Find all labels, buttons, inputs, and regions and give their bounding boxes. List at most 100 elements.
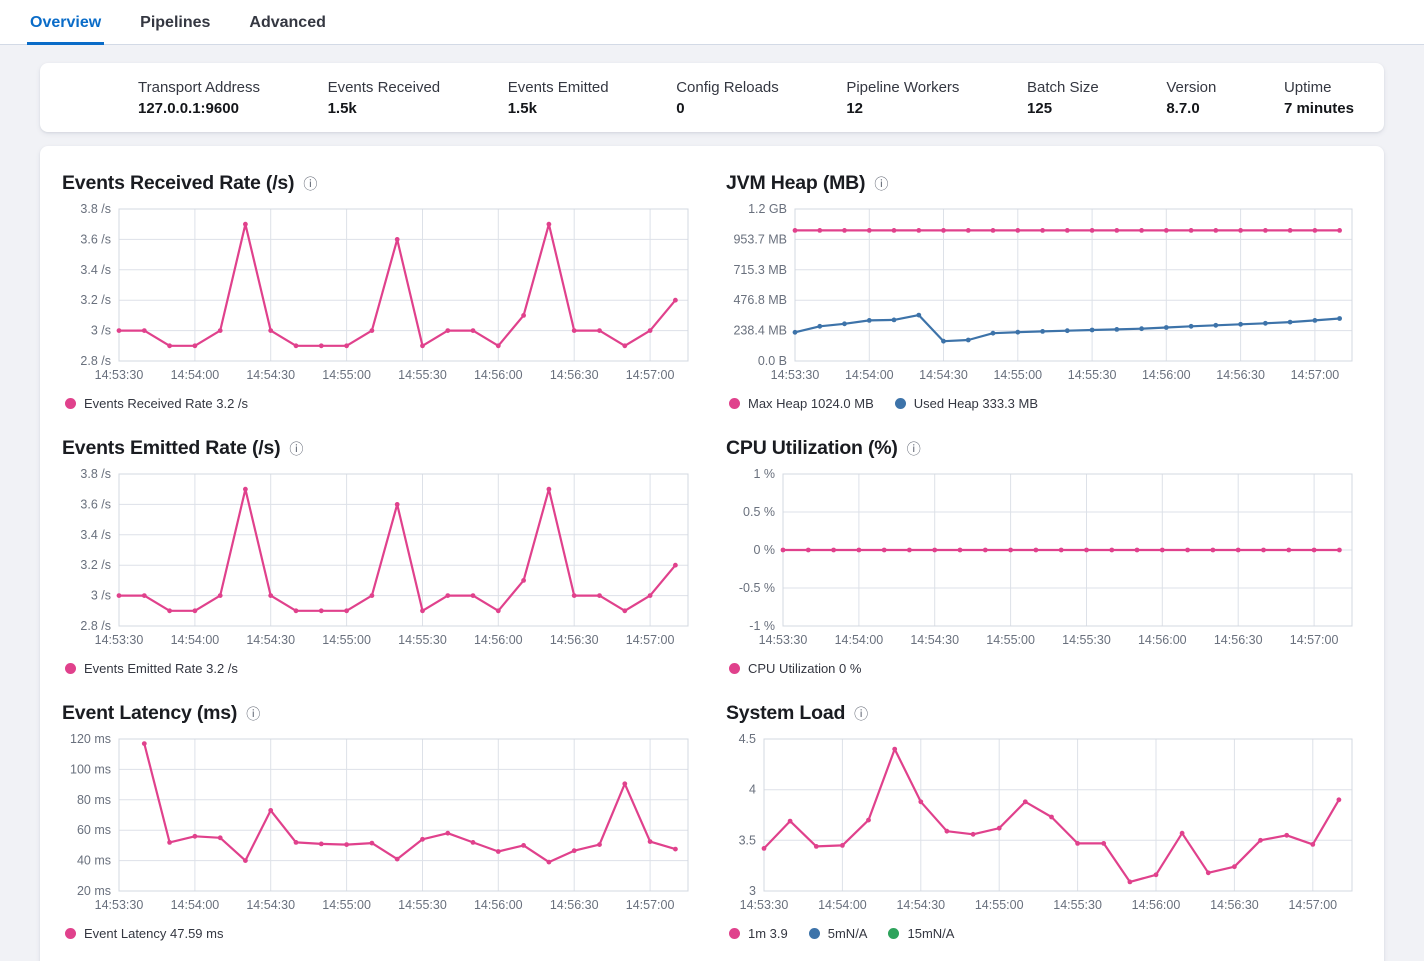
data-point bbox=[866, 228, 872, 233]
data-point bbox=[780, 547, 786, 553]
legend-item[interactable]: Used Heap 333.3 MB bbox=[894, 396, 1038, 411]
legend-item[interactable]: 1m 3.9 bbox=[729, 926, 788, 941]
data-point bbox=[217, 835, 223, 841]
plot-border bbox=[118, 738, 689, 892]
chart-canvas-cpu-utilization[interactable]: 1 % 0.5 % 0 % -0.5 % -1 %14:53:30 14:54:00 14:… bbox=[726, 468, 1362, 656]
data-point bbox=[965, 228, 971, 233]
data-point bbox=[1127, 879, 1133, 885]
legend-item[interactable]: CPU Utilization 0 % bbox=[729, 661, 861, 676]
data-point bbox=[1188, 228, 1194, 233]
x-tick-label: 14:54:30 bbox=[246, 368, 295, 382]
legend-row: Events Received Rate 3.2 /s bbox=[62, 396, 698, 411]
data-point bbox=[192, 343, 198, 349]
data-point bbox=[167, 840, 172, 845]
x-tick-label: 14:54:30 bbox=[896, 898, 945, 912]
y-tick-label: 0.0 B bbox=[758, 354, 787, 368]
info-icon[interactable]: ⓘ bbox=[289, 440, 304, 457]
info-icon[interactable]: ⓘ bbox=[874, 175, 889, 192]
chart-title-row: System Load ⓘ bbox=[726, 702, 1362, 725]
data-point bbox=[268, 328, 274, 333]
legend-row: 1m 3.9 5mN/A 15mN/A bbox=[726, 926, 1362, 941]
tab-overview[interactable]: Overview bbox=[27, 0, 105, 45]
data-point bbox=[141, 328, 147, 333]
data-point bbox=[866, 318, 872, 323]
legend-dot-icon bbox=[65, 663, 76, 674]
x-tick-label: 14:53:30 bbox=[95, 368, 144, 382]
info-icon[interactable]: ⓘ bbox=[246, 705, 261, 722]
data-point bbox=[842, 321, 847, 327]
data-point bbox=[1210, 547, 1216, 553]
y-tick-label: 100 ms bbox=[70, 762, 111, 776]
chart-canvas-events-received-rate[interactable]: 3.8 /s 3.6 /s 3.4 /s 3.2 /s 3 /s 2.8 /s14:53:… bbox=[62, 203, 698, 391]
chart-title: CPU Utilization (%) bbox=[726, 437, 898, 459]
chart-canvas-jvm-heap[interactable]: 1.2 GB 953.7 MB 715.3 MB 476.8 MB 238.4 MB 0.… bbox=[726, 203, 1362, 391]
data-point bbox=[1089, 228, 1095, 233]
chart-panel-cpu-utilization: CPU Utilization (%) ⓘ 1 % 0.5 % 0 % -0.5 % -1 … bbox=[726, 437, 1362, 676]
x-tick-label: 14:56:30 bbox=[550, 368, 599, 382]
y-tick-label: 3.6 /s bbox=[80, 497, 111, 511]
y-tick-label: 3.2 /s bbox=[80, 293, 111, 307]
data-point bbox=[546, 859, 552, 865]
data-point bbox=[1311, 547, 1317, 553]
chart-canvas-system-load[interactable]: 4.5 4 3.5 314:53:30 14:54:00 14:54:30 14:55:00… bbox=[726, 733, 1362, 921]
chart-title-row: Events Emitted Rate (/s) ⓘ bbox=[62, 437, 698, 460]
data-point bbox=[1263, 228, 1268, 233]
data-point bbox=[192, 833, 198, 839]
data-point bbox=[831, 547, 836, 553]
data-point bbox=[470, 328, 476, 333]
y-tick-label: 1 % bbox=[753, 468, 775, 481]
legend-dot-icon bbox=[888, 928, 900, 939]
chart-canvas-event-latency[interactable]: 120 ms 100 ms 80 ms 60 ms 40 ms 20 ms14:53:30… bbox=[62, 733, 698, 921]
legend-label: Events Received Rate 3.2 /s bbox=[84, 396, 249, 411]
y-tick-label: 1.2 GB bbox=[748, 203, 787, 216]
tab-pipelines[interactable]: Pipelines bbox=[140, 14, 211, 31]
data-point bbox=[1015, 329, 1021, 335]
stat-value: 1.5k bbox=[327, 99, 357, 117]
x-tick-label: 14:56:00 bbox=[474, 368, 523, 382]
data-point bbox=[1188, 323, 1194, 329]
x-tick-label: 14:55:30 bbox=[1062, 633, 1111, 647]
data-point bbox=[970, 831, 976, 837]
data-point bbox=[597, 328, 602, 333]
y-tick-label: -0.5 % bbox=[739, 581, 775, 595]
x-tick-label: 14:57:00 bbox=[626, 368, 675, 382]
data-point bbox=[787, 818, 793, 824]
y-tick-label: 4.5 bbox=[739, 733, 756, 746]
y-tick-label: 3.4 /s bbox=[80, 528, 111, 542]
x-tick-label: 14:55:00 bbox=[993, 368, 1042, 382]
data-point bbox=[944, 828, 950, 834]
data-point bbox=[965, 337, 971, 343]
info-icon[interactable]: ⓘ bbox=[906, 440, 921, 457]
data-point bbox=[1337, 228, 1342, 233]
data-point bbox=[792, 228, 798, 233]
legend-item[interactable]: 15mN/A bbox=[888, 926, 954, 941]
stat-uptime: Uptime 7 minutes bbox=[1284, 79, 1354, 117]
info-icon[interactable]: ⓘ bbox=[854, 705, 869, 722]
legend-item[interactable]: Max Heap 1024.0 MB bbox=[729, 396, 874, 411]
y-tick-label: 476.8 MB bbox=[733, 293, 787, 307]
y-tick-label: 2.8 /s bbox=[80, 354, 111, 368]
data-point bbox=[1213, 228, 1219, 233]
legend-item[interactable]: 5mN/A bbox=[808, 926, 867, 941]
legend-item[interactable]: Events Received Rate 3.2 /s bbox=[65, 396, 248, 411]
data-point bbox=[1235, 547, 1241, 553]
legend-label: Events Emitted Rate 3.2 /s bbox=[84, 661, 238, 676]
legend-item[interactable]: Event Latency 47.59 ms bbox=[65, 926, 223, 941]
x-tick-label: 14:55:30 bbox=[398, 898, 447, 912]
y-tick-label: 2.8 /s bbox=[80, 619, 111, 633]
data-point bbox=[293, 343, 299, 349]
data-point bbox=[1159, 547, 1165, 553]
data-point bbox=[344, 343, 349, 349]
chart-panel-jvm-heap: JVM Heap (MB) ⓘ 1.2 GB 953.7 MB 715.3 MB 476.… bbox=[726, 172, 1362, 411]
tab-advanced[interactable]: Advanced bbox=[249, 14, 326, 31]
chart-canvas-events-emitted-rate[interactable]: 3.8 /s 3.6 /s 3.4 /s 3.2 /s 3 /s 2.8 /s14:53:… bbox=[62, 468, 698, 656]
data-point bbox=[167, 608, 172, 614]
stat-label: Pipeline Workers bbox=[846, 78, 960, 96]
legend-item[interactable]: Events Emitted Rate 3.2 /s bbox=[65, 661, 238, 676]
x-tick-label: 14:54:30 bbox=[246, 633, 295, 647]
info-icon[interactable]: ⓘ bbox=[303, 175, 318, 192]
data-point bbox=[1015, 228, 1021, 233]
data-point bbox=[916, 228, 922, 233]
legend-row: Event Latency 47.59 ms bbox=[62, 926, 698, 941]
stat-value: 0 bbox=[676, 99, 685, 117]
